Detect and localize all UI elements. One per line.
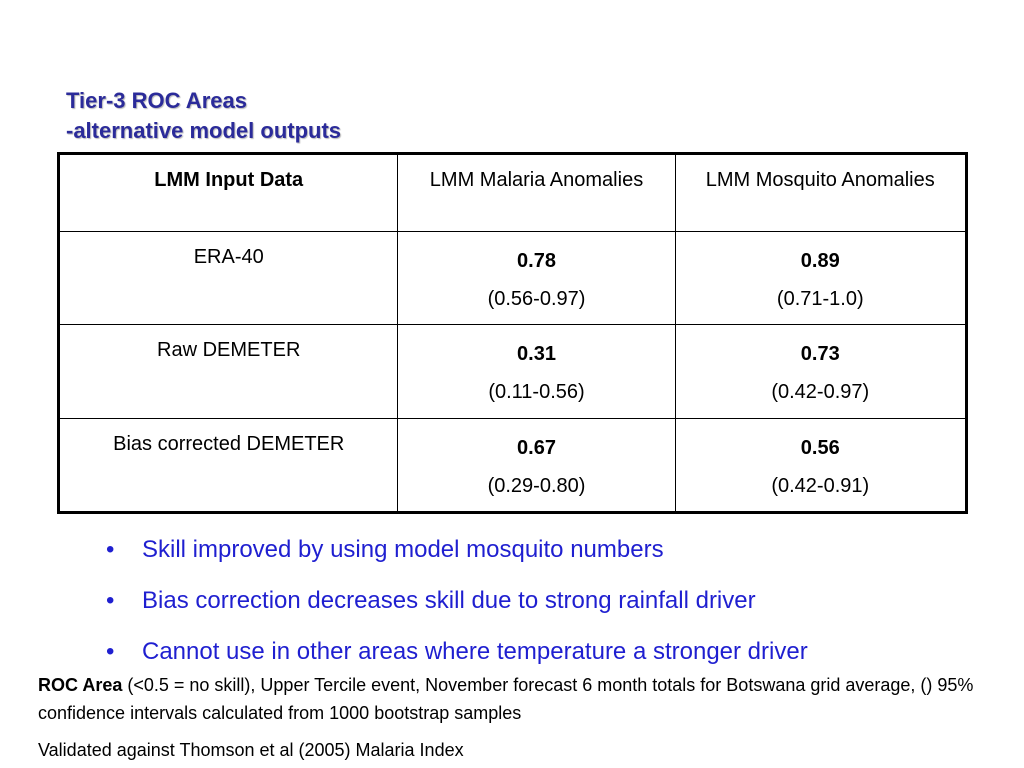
footnote: ROC Area (<0.5 = no skill), Upper Tercil… [38, 671, 1018, 727]
malaria-value: 0.31 [517, 343, 556, 366]
slide-title: Tier-3 ROC Areas -alternative model outp… [66, 86, 341, 146]
footnote-text: (<0.5 = no skill), Upper Tercile event, … [38, 675, 974, 723]
bullet-dot-icon: • [106, 536, 115, 563]
table-row: Raw DEMETER 0.31 (0.11-0.56) 0.73 (0.42-… [57, 324, 968, 419]
bullet-text: Skill improved by using model mosquito n… [142, 536, 664, 563]
header-malaria: LMM Malaria Anomalies [397, 153, 676, 232]
mosquito-cell: 0.56 (0.42-0.91) [674, 417, 968, 514]
malaria-cell: 0.67 (0.29-0.80) [397, 417, 676, 514]
row-input-label: Bias corrected DEMETER [57, 417, 399, 514]
footnote-bold-term: ROC Area [38, 675, 123, 695]
bullet-dot-icon: • [106, 638, 115, 665]
table-header-row: LMM Input Data LMM Malaria Anomalies LMM… [57, 153, 968, 232]
mosquito-value: 0.73 [800, 343, 840, 366]
roc-table: LMM Input Data LMM Malaria Anomalies LMM… [57, 152, 968, 514]
malaria-ci: (0.29-0.80) [487, 474, 586, 497]
malaria-ci: (0.56-0.97) [487, 288, 586, 310]
malaria-ci: (0.11-0.56) [488, 381, 585, 404]
table-row: Bias corrected DEMETER 0.67 (0.29-0.80) … [57, 417, 968, 514]
mosquito-cell: 0.89 (0.71-1.0) [674, 230, 968, 326]
title-line-1: Tier-3 ROC Areas [66, 88, 247, 113]
bullet-text: Bias correction decreases skill due to s… [142, 587, 756, 614]
mosquito-cell: 0.73 (0.42-0.97) [674, 324, 968, 419]
table-row: ERA-40 0.78 (0.56-0.97) 0.89 (0.71-1.0) [57, 230, 968, 326]
bullet-dot-icon: • [106, 587, 115, 614]
malaria-cell: 0.78 (0.56-0.97) [397, 230, 676, 326]
bullet-list: • Skill improved by using model mosquito … [106, 533, 808, 686]
list-item: • Skill improved by using model mosquito … [106, 533, 808, 584]
malaria-cell: 0.31 (0.11-0.56) [397, 324, 676, 419]
row-input-label: ERA-40 [57, 230, 399, 326]
title-line-2: -alternative model outputs [66, 118, 342, 143]
mosquito-ci: (0.42-0.91) [771, 474, 870, 497]
mosquito-value: 0.56 [800, 436, 840, 459]
header-mosquito: LMM Mosquito Anomalies [674, 153, 968, 232]
mosquito-ci: (0.71-1.0) [776, 288, 864, 310]
mosquito-value: 0.89 [800, 250, 840, 272]
validation-note: Validated against Thomson et al (2005) M… [38, 740, 464, 760]
list-item: • Bias correction decreases skill due to … [106, 584, 808, 635]
bullet-text: Cannot use in other areas where temperat… [142, 638, 808, 665]
header-input-data: LMM Input Data [57, 153, 399, 232]
row-input-label: Raw DEMETER [57, 324, 399, 419]
mosquito-ci: (0.42-0.97) [771, 381, 870, 404]
malaria-value: 0.78 [517, 250, 556, 272]
list-item: • Cannot use in other areas where tempera… [106, 635, 808, 686]
malaria-value: 0.67 [517, 436, 556, 459]
